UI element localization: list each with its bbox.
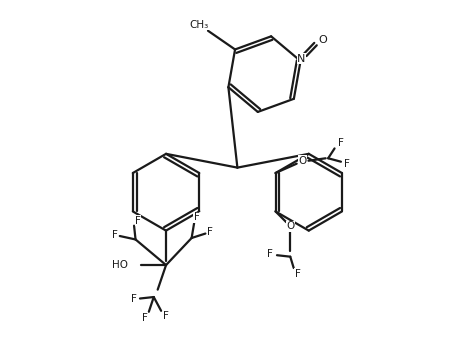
Text: F: F — [131, 294, 137, 304]
Text: F: F — [207, 227, 213, 237]
Text: F: F — [344, 159, 350, 169]
Text: O: O — [318, 35, 327, 46]
Text: F: F — [163, 311, 169, 321]
Text: F: F — [112, 230, 118, 239]
Text: F: F — [338, 138, 343, 147]
Text: N: N — [298, 54, 306, 64]
Text: F: F — [142, 313, 148, 323]
Text: CH₃: CH₃ — [189, 20, 209, 30]
Text: O: O — [286, 221, 294, 231]
Text: F: F — [135, 216, 141, 226]
Text: F: F — [267, 249, 273, 259]
Text: F: F — [194, 212, 200, 222]
Text: HO: HO — [112, 260, 128, 270]
Text: O: O — [298, 156, 307, 166]
Text: F: F — [295, 269, 301, 279]
